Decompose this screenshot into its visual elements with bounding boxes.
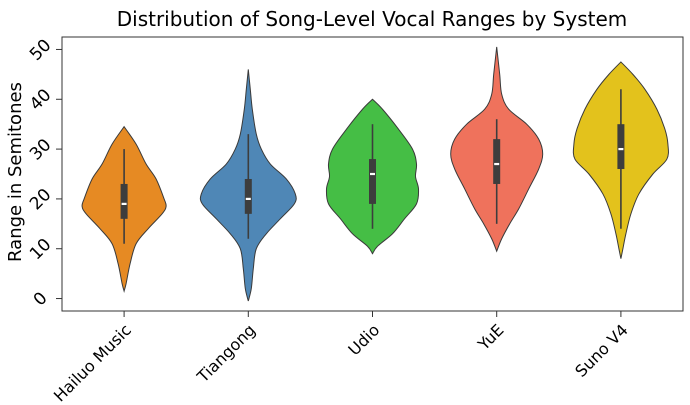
plot-frame <box>61 36 684 312</box>
violin-udio <box>325 98 420 255</box>
x-axis: Hailuo Music Tiangong Udio YuE Suno V4 <box>50 311 632 405</box>
y-tick-label: 10 <box>26 235 55 264</box>
y-tick-label: 40 <box>26 85 55 114</box>
violin-suno-v4 <box>572 61 669 259</box>
iqr-box <box>244 178 252 214</box>
chart-title: Distribution of Song-Level Vocal Ranges … <box>117 7 628 31</box>
x-tick-label: Tiangong <box>193 320 259 386</box>
iqr-box <box>369 159 376 204</box>
y-tick-label: 20 <box>26 185 55 214</box>
violin-tiangong <box>199 69 297 302</box>
iqr-box <box>493 139 501 184</box>
x-tick-label: Suno V4 <box>571 320 631 380</box>
x-tick-label: Udio <box>344 320 383 359</box>
violin-layer <box>81 46 669 302</box>
x-tick-label: Hailuo Music <box>50 320 135 405</box>
y-tick-label: 30 <box>26 135 55 164</box>
y-tick-label: 0 <box>30 288 52 310</box>
y-tick-label: 50 <box>26 35 55 64</box>
y-axis-label: Range in Semitones <box>5 82 26 262</box>
violin-yue <box>450 46 544 253</box>
violin-hailuo-music <box>81 125 167 294</box>
x-tick-label: YuE <box>473 320 507 354</box>
iqr-box <box>120 183 128 219</box>
iqr-box <box>617 124 625 170</box>
y-axis: 0 10 20 30 40 50 <box>26 35 62 310</box>
